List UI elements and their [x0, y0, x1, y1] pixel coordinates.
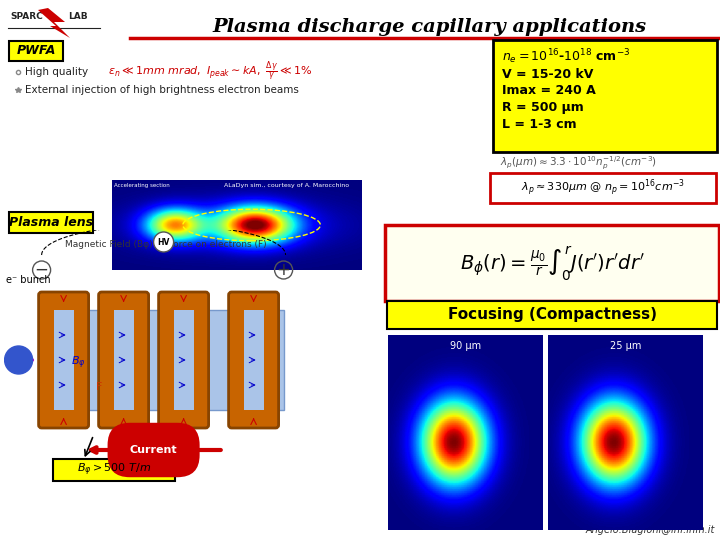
FancyBboxPatch shape	[387, 301, 717, 329]
FancyBboxPatch shape	[229, 292, 279, 428]
Text: Angelo.Biagioni@lnf.infn.it: Angelo.Biagioni@lnf.infn.it	[585, 525, 715, 535]
Text: $B_{\phi}(r) = \frac{\mu_0}{r} \int_0^r J(r')r'dr'$: $B_{\phi}(r) = \frac{\mu_0}{r} \int_0^r …	[459, 245, 644, 283]
Text: ALaDyn sim., courtesy of A. Marocchino: ALaDyn sim., courtesy of A. Marocchino	[224, 183, 349, 188]
Text: 25 μm: 25 μm	[610, 341, 642, 351]
FancyBboxPatch shape	[174, 310, 194, 410]
Text: $B_\varphi$: $B_\varphi$	[71, 354, 86, 371]
Text: $n_e = 10^{16}$-$10^{18}$ cm$^{-3}$: $n_e = 10^{16}$-$10^{18}$ cm$^{-3}$	[502, 48, 630, 66]
FancyBboxPatch shape	[99, 292, 148, 428]
Text: Focusing (Compactness): Focusing (Compactness)	[448, 307, 657, 322]
Text: $\varepsilon_n \ll 1mm\ mrad,\ I_{peak} \sim kA,\ \frac{\Delta\gamma}{\gamma} \l: $\varepsilon_n \ll 1mm\ mrad,\ I_{peak} …	[108, 60, 312, 84]
FancyBboxPatch shape	[385, 225, 719, 301]
Text: LAB: LAB	[68, 12, 88, 21]
Text: $B_\varphi > 500\ T/m$: $B_\varphi > 500\ T/m$	[76, 462, 150, 478]
Text: $e^-$: $e^-$	[12, 355, 25, 365]
Text: F: F	[96, 382, 102, 392]
FancyBboxPatch shape	[44, 310, 284, 410]
FancyBboxPatch shape	[39, 292, 89, 428]
Text: R = 500 μm: R = 500 μm	[502, 102, 584, 114]
Text: −: −	[35, 261, 48, 279]
Circle shape	[153, 232, 174, 252]
Text: L = 1-3 cm: L = 1-3 cm	[502, 118, 577, 132]
Text: Plasma discharge capillary applications: Plasma discharge capillary applications	[213, 18, 647, 36]
Text: +: +	[276, 261, 291, 279]
Text: e⁻ bunch: e⁻ bunch	[6, 275, 50, 285]
Text: HV: HV	[158, 238, 170, 246]
Text: High quality: High quality	[25, 67, 88, 77]
Text: External injection of high brightness electron beams: External injection of high brightness el…	[25, 85, 299, 95]
Text: Imax = 240 A: Imax = 240 A	[502, 84, 595, 98]
FancyBboxPatch shape	[9, 41, 63, 61]
FancyBboxPatch shape	[9, 212, 93, 233]
Text: Current: Current	[130, 445, 177, 455]
Text: $\lambda_p \approx 330\mu m\ @\ n_p = 10^{16} cm^{-3}$: $\lambda_p \approx 330\mu m\ @\ n_p = 10…	[521, 178, 685, 199]
Text: V = 15-20 kV: V = 15-20 kV	[502, 68, 593, 80]
Text: Plasma lens: Plasma lens	[9, 215, 93, 228]
FancyBboxPatch shape	[53, 459, 174, 481]
FancyBboxPatch shape	[490, 173, 716, 203]
FancyBboxPatch shape	[158, 292, 209, 428]
Text: Magnetic Field (Bφ) vs Force on electrons (F): Magnetic Field (Bφ) vs Force on electron…	[65, 240, 266, 249]
FancyBboxPatch shape	[53, 310, 73, 410]
Text: SPARC: SPARC	[10, 12, 42, 21]
FancyBboxPatch shape	[114, 310, 134, 410]
Text: 90 μm: 90 μm	[450, 341, 481, 351]
Text: PWFA: PWFA	[17, 44, 55, 57]
Text: $\lambda_{p}(\mu m) \approx 3.3 \cdot 10^{10} n_p^{-1/2}(cm^{-3})$: $\lambda_{p}(\mu m) \approx 3.3 \cdot 10…	[500, 154, 657, 172]
Circle shape	[4, 346, 32, 374]
Polygon shape	[38, 8, 70, 38]
Text: Accelerating section: Accelerating section	[114, 183, 169, 188]
FancyBboxPatch shape	[243, 310, 264, 410]
FancyBboxPatch shape	[493, 40, 717, 152]
